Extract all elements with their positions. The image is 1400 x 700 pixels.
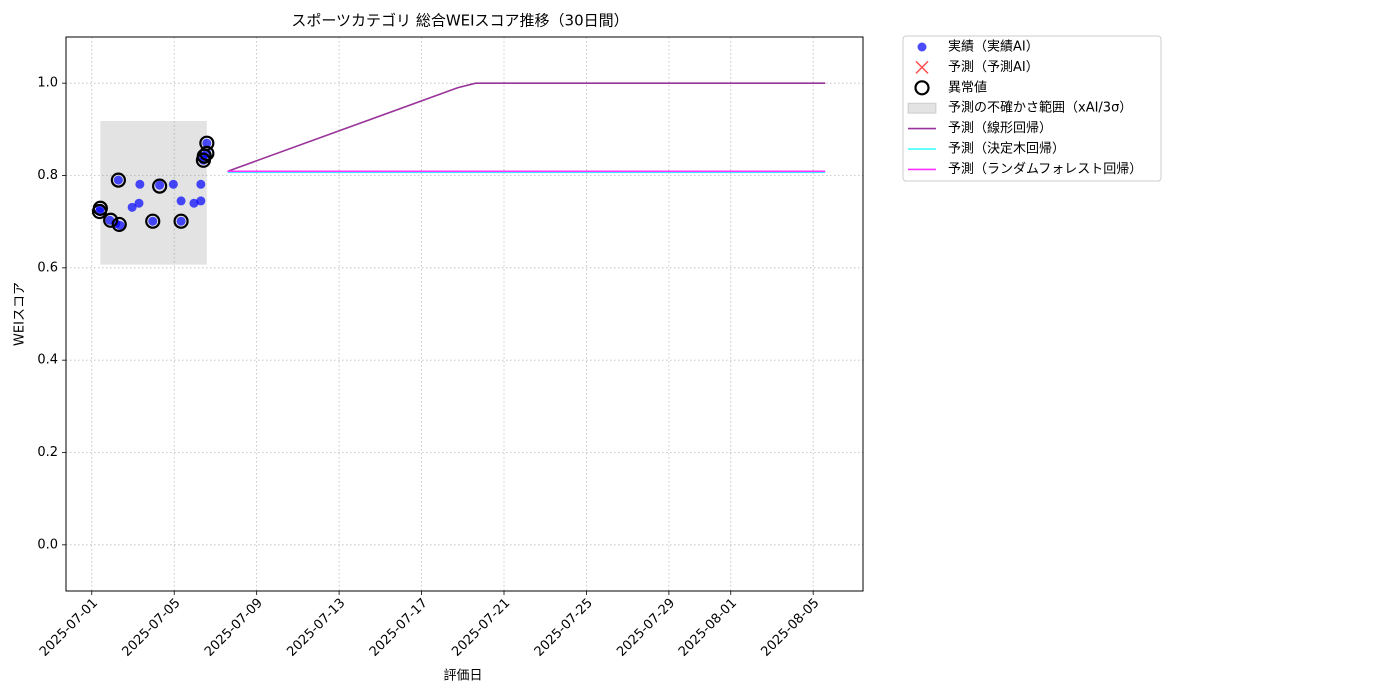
anomaly-marker (92, 200, 108, 216)
x-tick-label: 2025-07-21 (449, 596, 513, 660)
actual-point (189, 198, 199, 208)
legend-marker (915, 60, 929, 74)
x-tick-label: 2025-07-13 (284, 596, 348, 660)
anomaly-marker (199, 135, 215, 151)
x-tick-label: 2025-07-05 (119, 596, 183, 660)
legend-label: 予測（予測AI） (948, 60, 1039, 75)
uncertainty-band (100, 121, 207, 265)
legend-label: 予測（線形回帰） (948, 120, 1052, 136)
x-tick-label: 2025-07-17 (367, 596, 431, 660)
y-tick-label: 0.8 (37, 168, 58, 183)
anomaly-marker (111, 216, 127, 233)
legend-marker (917, 42, 927, 52)
legend-marker (914, 80, 930, 96)
actual-point (168, 179, 178, 189)
anomaly-marker (110, 172, 126, 188)
x-tick-label: 2025-07-29 (614, 596, 678, 660)
x-tick-label: 2025-07-01 (37, 596, 101, 660)
actual-point (155, 180, 165, 190)
prediction-line (227, 82, 826, 173)
legend-box (902, 35, 1162, 182)
y-tick-label: 0.0 (37, 537, 58, 552)
x-axis-label: 評価日 (443, 669, 482, 684)
chart-title: スポーツカテゴリ 総合WEIスコア推移（30日間） (291, 12, 628, 30)
actual-point (134, 198, 144, 208)
anomaly-marker (173, 213, 189, 229)
actual-point (202, 138, 212, 148)
y-tick-label: 0.6 (37, 260, 58, 275)
plot-frame (65, 36, 864, 592)
y-tick-label: 1.0 (37, 76, 58, 91)
x-tick-label: 2025-07-25 (532, 596, 596, 660)
actual-point (196, 179, 206, 189)
legend-marker (907, 102, 937, 114)
x-tick-label: 2025-08-01 (676, 596, 740, 660)
y-tick-label: 0.2 (37, 445, 58, 460)
x-tick-label: 2025-08-05 (758, 596, 822, 660)
anomaly-marker (103, 212, 119, 228)
y-axis-label: WEIスコア (13, 282, 28, 346)
legend-label: 異常値 (948, 79, 987, 95)
anomaly-marker (145, 213, 161, 229)
actual-point (135, 179, 145, 189)
legend-label: 実績（実績AI） (948, 39, 1039, 55)
actual-point (148, 216, 158, 226)
actual-point (176, 216, 186, 226)
anomaly-marker (152, 178, 168, 194)
legend-label: 予測（ランダムフォレスト回帰） (948, 161, 1142, 177)
actual-point (176, 196, 186, 206)
actual-point (196, 196, 206, 206)
y-tick-label: 0.4 (37, 353, 58, 368)
actual-point (113, 175, 123, 185)
actual-point (115, 220, 125, 230)
x-tick-label: 2025-07-09 (202, 596, 266, 660)
legend-label: 予測の不確かさ範囲（xAI/3σ） (948, 100, 1132, 116)
anomaly-marker (199, 145, 215, 161)
actual-point (127, 202, 137, 212)
legend-label: 予測（決定木回帰） (948, 141, 1065, 157)
